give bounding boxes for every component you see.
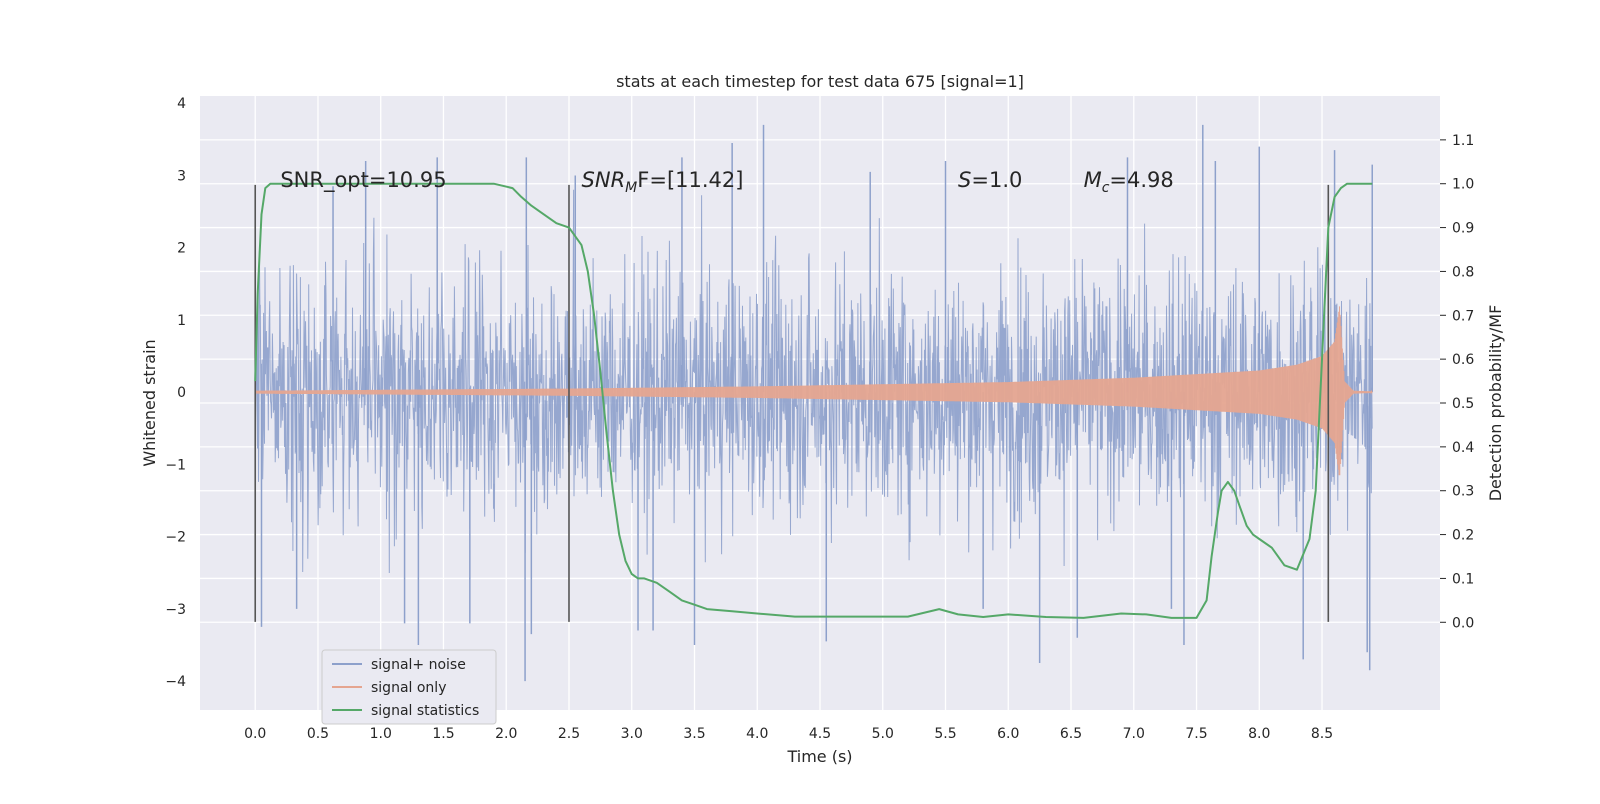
x-tick-label: 0.5 (307, 726, 329, 742)
annotation-text: Mc=4.98 (1084, 168, 1174, 196)
legend-label-signal-plus-noise: signal+ noise (371, 657, 466, 673)
signal-statistics-series (254, 182, 1373, 619)
y-tick-label: −3 (165, 602, 186, 618)
y-tick-label: 2 (177, 241, 186, 257)
y2-tick-label: 0.6 (1452, 352, 1474, 368)
legend-label-signal-statistics: signal statistics (371, 703, 479, 719)
signal-plus-noise-series (254, 124, 1373, 682)
x-tick-label: 3.0 (621, 726, 643, 742)
y-tick-label: 1 (177, 313, 186, 329)
x-tick-label: 1.5 (432, 726, 454, 742)
x-tick-label: 5.5 (934, 726, 956, 742)
y2-tick-label: 0.1 (1452, 571, 1474, 587)
annotations: SNR_opt=10.95 SNRMF=[11.42] S=1.0 Mc=4.98 (280, 168, 1173, 196)
y2-axis-label: Detection probability/MF (1486, 305, 1505, 502)
x-tick-label: 7.0 (1123, 726, 1145, 742)
legend: signal+ noise signal only signal statist… (321, 649, 497, 725)
signal-only-series (254, 306, 1373, 476)
signal-only-line (254, 306, 1373, 476)
y-tick-label: −1 (165, 457, 186, 473)
legend-box (321, 649, 497, 725)
y2-tick-labels: 1.1 1.0 0.9 0.8 0.7 0.6 0.5 0.4 0.3 0.2 0.1 0.0 (1440, 133, 1474, 631)
x-tick-label: 7.5 (1185, 726, 1207, 742)
y-tick-label: −4 (165, 674, 186, 690)
x-tick-label: 4.0 (746, 726, 768, 742)
x-tick-label: 3.5 (683, 726, 705, 742)
annotation-text: SNRMF=[11.42] (582, 168, 744, 196)
signal-statistics-line (254, 182, 1373, 619)
x-tick-label: 4.5 (809, 726, 831, 742)
y-tick-label: 0 (177, 385, 186, 401)
x-tick-label: 0.0 (244, 726, 266, 742)
x-tick-label: 6.0 (997, 726, 1019, 742)
y-tick-label: 3 (177, 168, 186, 184)
signal-plus-noise-line (254, 189, 1373, 574)
x-tick-label: 1.0 (370, 726, 392, 742)
y2-tick-label: 1.1 (1452, 133, 1474, 149)
x-tick-label: 2.5 (558, 726, 580, 742)
annotation-text: S=1.0 (958, 168, 1022, 192)
y2-tick-label: 0.5 (1452, 396, 1474, 412)
y-tick-labels: 4 3 2 1 0 −1 −2 −3 −4 (165, 96, 186, 690)
y2-tick-label: 0.8 (1452, 264, 1474, 280)
y2-tick-label: 0.2 (1452, 528, 1474, 544)
x-tick-label: 8.0 (1248, 726, 1270, 742)
y2-tick-label: 0.7 (1452, 308, 1474, 324)
x-axis-label: Time (s) (786, 747, 852, 766)
x-tick-label: 8.5 (1311, 726, 1333, 742)
y2-tick-label: 0.0 (1452, 615, 1474, 631)
y-axis-label: Whitened strain (140, 339, 159, 466)
annotation-text: SNR_opt=10.95 (280, 168, 446, 193)
y2-tick-label: 0.9 (1452, 221, 1474, 237)
vertical-markers (254, 184, 1330, 622)
legend-label-signal-only: signal only (371, 680, 446, 696)
y2-tick-label: 0.3 (1452, 484, 1474, 500)
y-tick-label: 4 (177, 96, 186, 112)
x-tick-labels: 0.0 0.5 1.0 1.5 2.0 2.5 3.0 3.5 4.0 4.5 5.0 5.5 6.0 6… (244, 726, 1333, 742)
y2-tick-label: 1.0 (1452, 177, 1474, 193)
x-tick-label: 6.5 (1060, 726, 1082, 742)
y-tick-label: −2 (165, 530, 186, 546)
x-tick-label: 2.0 (495, 726, 517, 742)
chart-title: stats at each timestep for test data 675… (616, 72, 1024, 91)
x-tick-label: 5.0 (872, 726, 894, 742)
y2-tick-label: 0.4 (1452, 440, 1474, 456)
